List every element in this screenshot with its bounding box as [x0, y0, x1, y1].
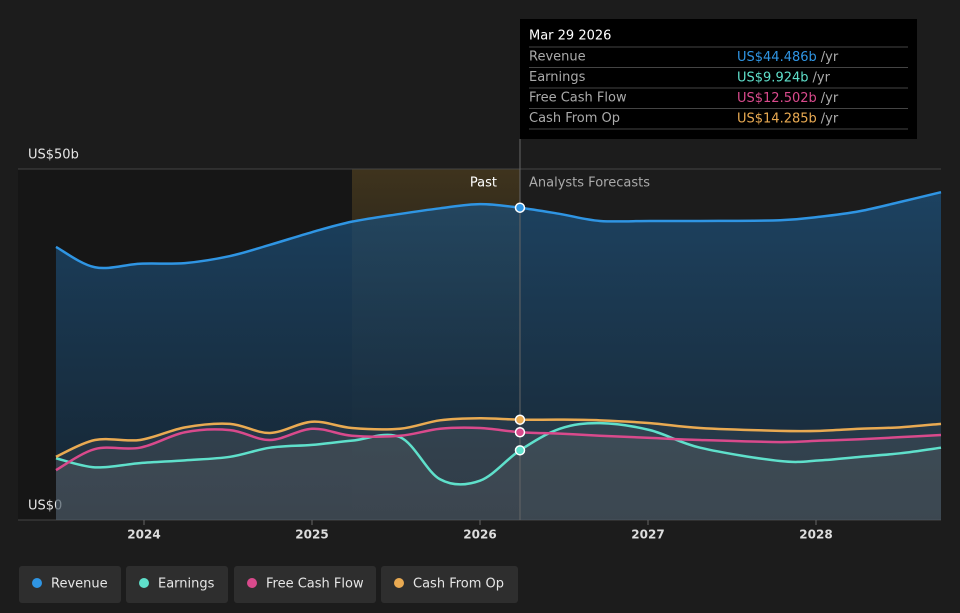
tooltip-unit: /yr	[821, 111, 839, 126]
tooltip-unit: /yr	[821, 50, 839, 65]
tooltip-number: US$14.285b	[737, 111, 817, 126]
tooltip-unit: /yr	[813, 70, 831, 85]
legend-item[interactable]: Revenue	[19, 566, 121, 603]
tooltip-value: US$14.285b/yr	[737, 111, 839, 126]
tooltip-box	[520, 19, 917, 139]
legend-swatch	[247, 578, 257, 588]
legend-item[interactable]: Earnings	[126, 566, 228, 603]
legend-swatch	[394, 578, 404, 588]
legend-swatch	[32, 578, 42, 588]
hover-point	[514, 414, 526, 425]
tooltip-label: Earnings	[529, 70, 586, 85]
hover-point	[514, 445, 526, 456]
tooltip-value: US$9.924b/yr	[737, 70, 831, 85]
series-line	[55, 190, 942, 270]
legend-box	[19, 566, 121, 603]
legend-box	[381, 566, 518, 603]
tooltip-label: Cash From Op	[529, 111, 620, 126]
series-line	[55, 416, 942, 458]
series-line	[55, 426, 942, 472]
legend-item[interactable]: Cash From Op	[381, 566, 518, 603]
legend-swatch	[139, 578, 149, 588]
tooltip-number: US$44.486b	[737, 50, 817, 65]
tooltip-title: Mar 29 2026	[529, 29, 611, 44]
legend-label: Revenue	[51, 577, 108, 592]
legend-label: Earnings	[158, 577, 215, 592]
past-label: Past	[470, 176, 497, 191]
tooltip-value: US$12.502b/yr	[737, 91, 839, 106]
legend-box	[126, 566, 228, 603]
legend-box	[234, 566, 376, 603]
y-tick-label: US$0	[28, 499, 62, 514]
tooltip: Mar 29 2026 Revenue US$44.486b/yr Earnings…	[520, 19, 917, 139]
x-tick-label: 2025	[295, 528, 328, 542]
forecast-label: Analysts Forecasts	[529, 176, 650, 191]
tooltip-value: US$44.486b/yr	[737, 50, 839, 65]
tooltip-number: US$12.502b	[737, 91, 817, 106]
x-tick-label: 2028	[799, 528, 832, 542]
x-tick-label: 2026	[463, 528, 496, 542]
legend-label: Cash From Op	[413, 577, 504, 592]
tooltip-unit: /yr	[821, 91, 839, 106]
series-line	[55, 421, 942, 486]
legend-label: Free Cash Flow	[266, 577, 364, 592]
legend-item[interactable]: Free Cash Flow	[234, 566, 376, 603]
hover-point	[514, 426, 526, 438]
hover-point	[514, 202, 526, 213]
tooltip-label: Free Cash Flow	[529, 91, 627, 106]
tooltip-number: US$9.924b	[737, 70, 809, 85]
x-tick-label: 2027	[631, 528, 664, 542]
y-tick-label: US$50b	[28, 148, 79, 163]
x-tick-label: 2024	[127, 528, 160, 542]
tooltip-label: Revenue	[529, 50, 586, 65]
